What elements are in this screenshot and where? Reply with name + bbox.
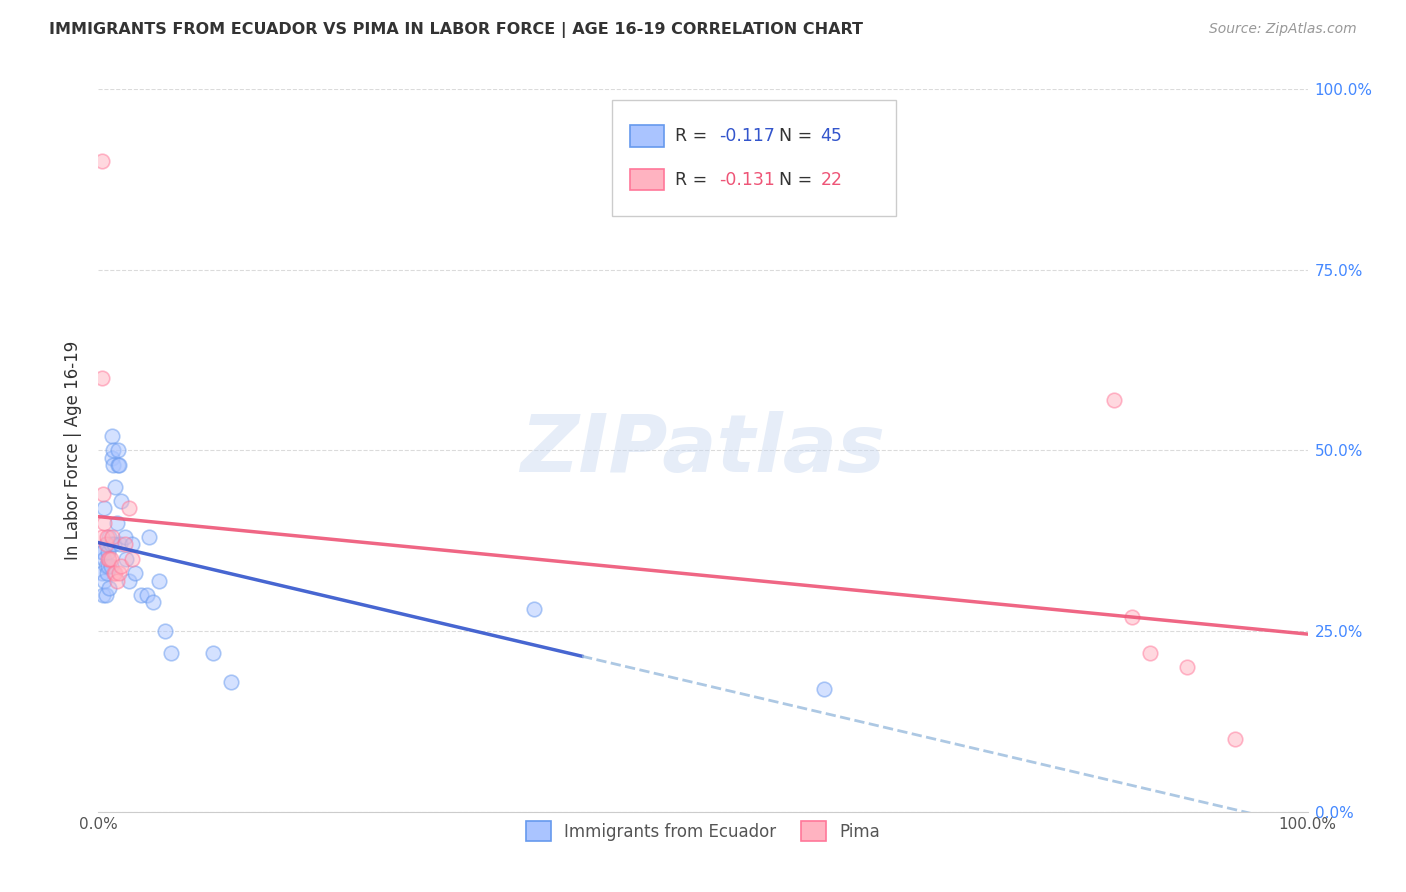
Text: IMMIGRANTS FROM ECUADOR VS PIMA IN LABOR FORCE | AGE 16-19 CORRELATION CHART: IMMIGRANTS FROM ECUADOR VS PIMA IN LABOR…: [49, 22, 863, 38]
Point: [98, 551, 121, 566]
Text: 45: 45: [820, 128, 842, 145]
Point: [121, 537, 143, 551]
Point: [91, 371, 114, 385]
Point: [153, 624, 176, 639]
Text: N =: N =: [779, 170, 818, 188]
Point: [96, 530, 118, 544]
Legend: Immigrants from Ecuador, Pima: Immigrants from Ecuador, Pima: [512, 808, 894, 854]
Point: [94, 559, 117, 574]
Point: [94, 537, 117, 551]
Point: [93, 551, 115, 566]
Point: [103, 537, 125, 551]
Point: [114, 537, 136, 551]
Text: R =: R =: [675, 128, 713, 145]
Point: [107, 443, 129, 458]
Point: [523, 602, 546, 616]
Point: [142, 595, 165, 609]
Point: [114, 530, 136, 544]
Point: [1102, 392, 1125, 407]
Point: [202, 646, 225, 660]
FancyBboxPatch shape: [613, 100, 897, 216]
Point: [98, 530, 121, 544]
Point: [100, 530, 122, 544]
Point: [110, 559, 132, 574]
Point: [1175, 660, 1198, 674]
Point: [1121, 609, 1143, 624]
Text: N =: N =: [779, 128, 818, 145]
Point: [91, 588, 114, 602]
Point: [100, 559, 122, 574]
Point: [93, 574, 115, 588]
Point: [121, 551, 143, 566]
Point: [100, 551, 122, 566]
Point: [91, 566, 114, 581]
FancyBboxPatch shape: [630, 126, 664, 147]
Point: [96, 566, 118, 581]
Point: [91, 487, 114, 501]
Point: [118, 501, 141, 516]
Point: [1139, 646, 1161, 660]
Point: [103, 566, 125, 581]
Point: [135, 588, 157, 602]
Point: [138, 530, 160, 544]
Point: [129, 588, 152, 602]
Point: [813, 681, 835, 696]
Point: [100, 429, 122, 443]
Point: [108, 458, 131, 472]
Text: ZIPatlas: ZIPatlas: [520, 411, 886, 490]
Point: [118, 574, 141, 588]
Point: [101, 458, 124, 472]
Point: [115, 551, 138, 566]
Point: [91, 530, 114, 544]
Point: [108, 537, 131, 551]
Point: [96, 537, 118, 551]
Point: [221, 674, 243, 689]
Point: [91, 544, 114, 558]
Point: [97, 544, 120, 558]
Point: [124, 566, 146, 581]
Point: [104, 566, 127, 581]
FancyBboxPatch shape: [630, 169, 664, 190]
Point: [100, 537, 122, 551]
Point: [91, 154, 114, 169]
Y-axis label: In Labor Force | Age 16-19: In Labor Force | Age 16-19: [65, 341, 83, 560]
Point: [94, 588, 117, 602]
Point: [160, 646, 183, 660]
Point: [93, 516, 115, 530]
Point: [105, 574, 128, 588]
Point: [100, 450, 122, 465]
Point: [104, 480, 127, 494]
Point: [97, 559, 120, 574]
Text: -0.131: -0.131: [718, 170, 775, 188]
Text: Source: ZipAtlas.com: Source: ZipAtlas.com: [1209, 22, 1357, 37]
Point: [1223, 732, 1246, 747]
Point: [93, 501, 115, 516]
Text: 22: 22: [820, 170, 842, 188]
Point: [101, 443, 124, 458]
Point: [97, 551, 120, 566]
Point: [107, 458, 129, 472]
Point: [108, 566, 131, 581]
Text: R =: R =: [675, 170, 713, 188]
Text: -0.117: -0.117: [718, 128, 775, 145]
Point: [91, 544, 114, 558]
Point: [105, 516, 128, 530]
Point: [148, 574, 170, 588]
Point: [110, 494, 132, 508]
Point: [98, 581, 121, 595]
